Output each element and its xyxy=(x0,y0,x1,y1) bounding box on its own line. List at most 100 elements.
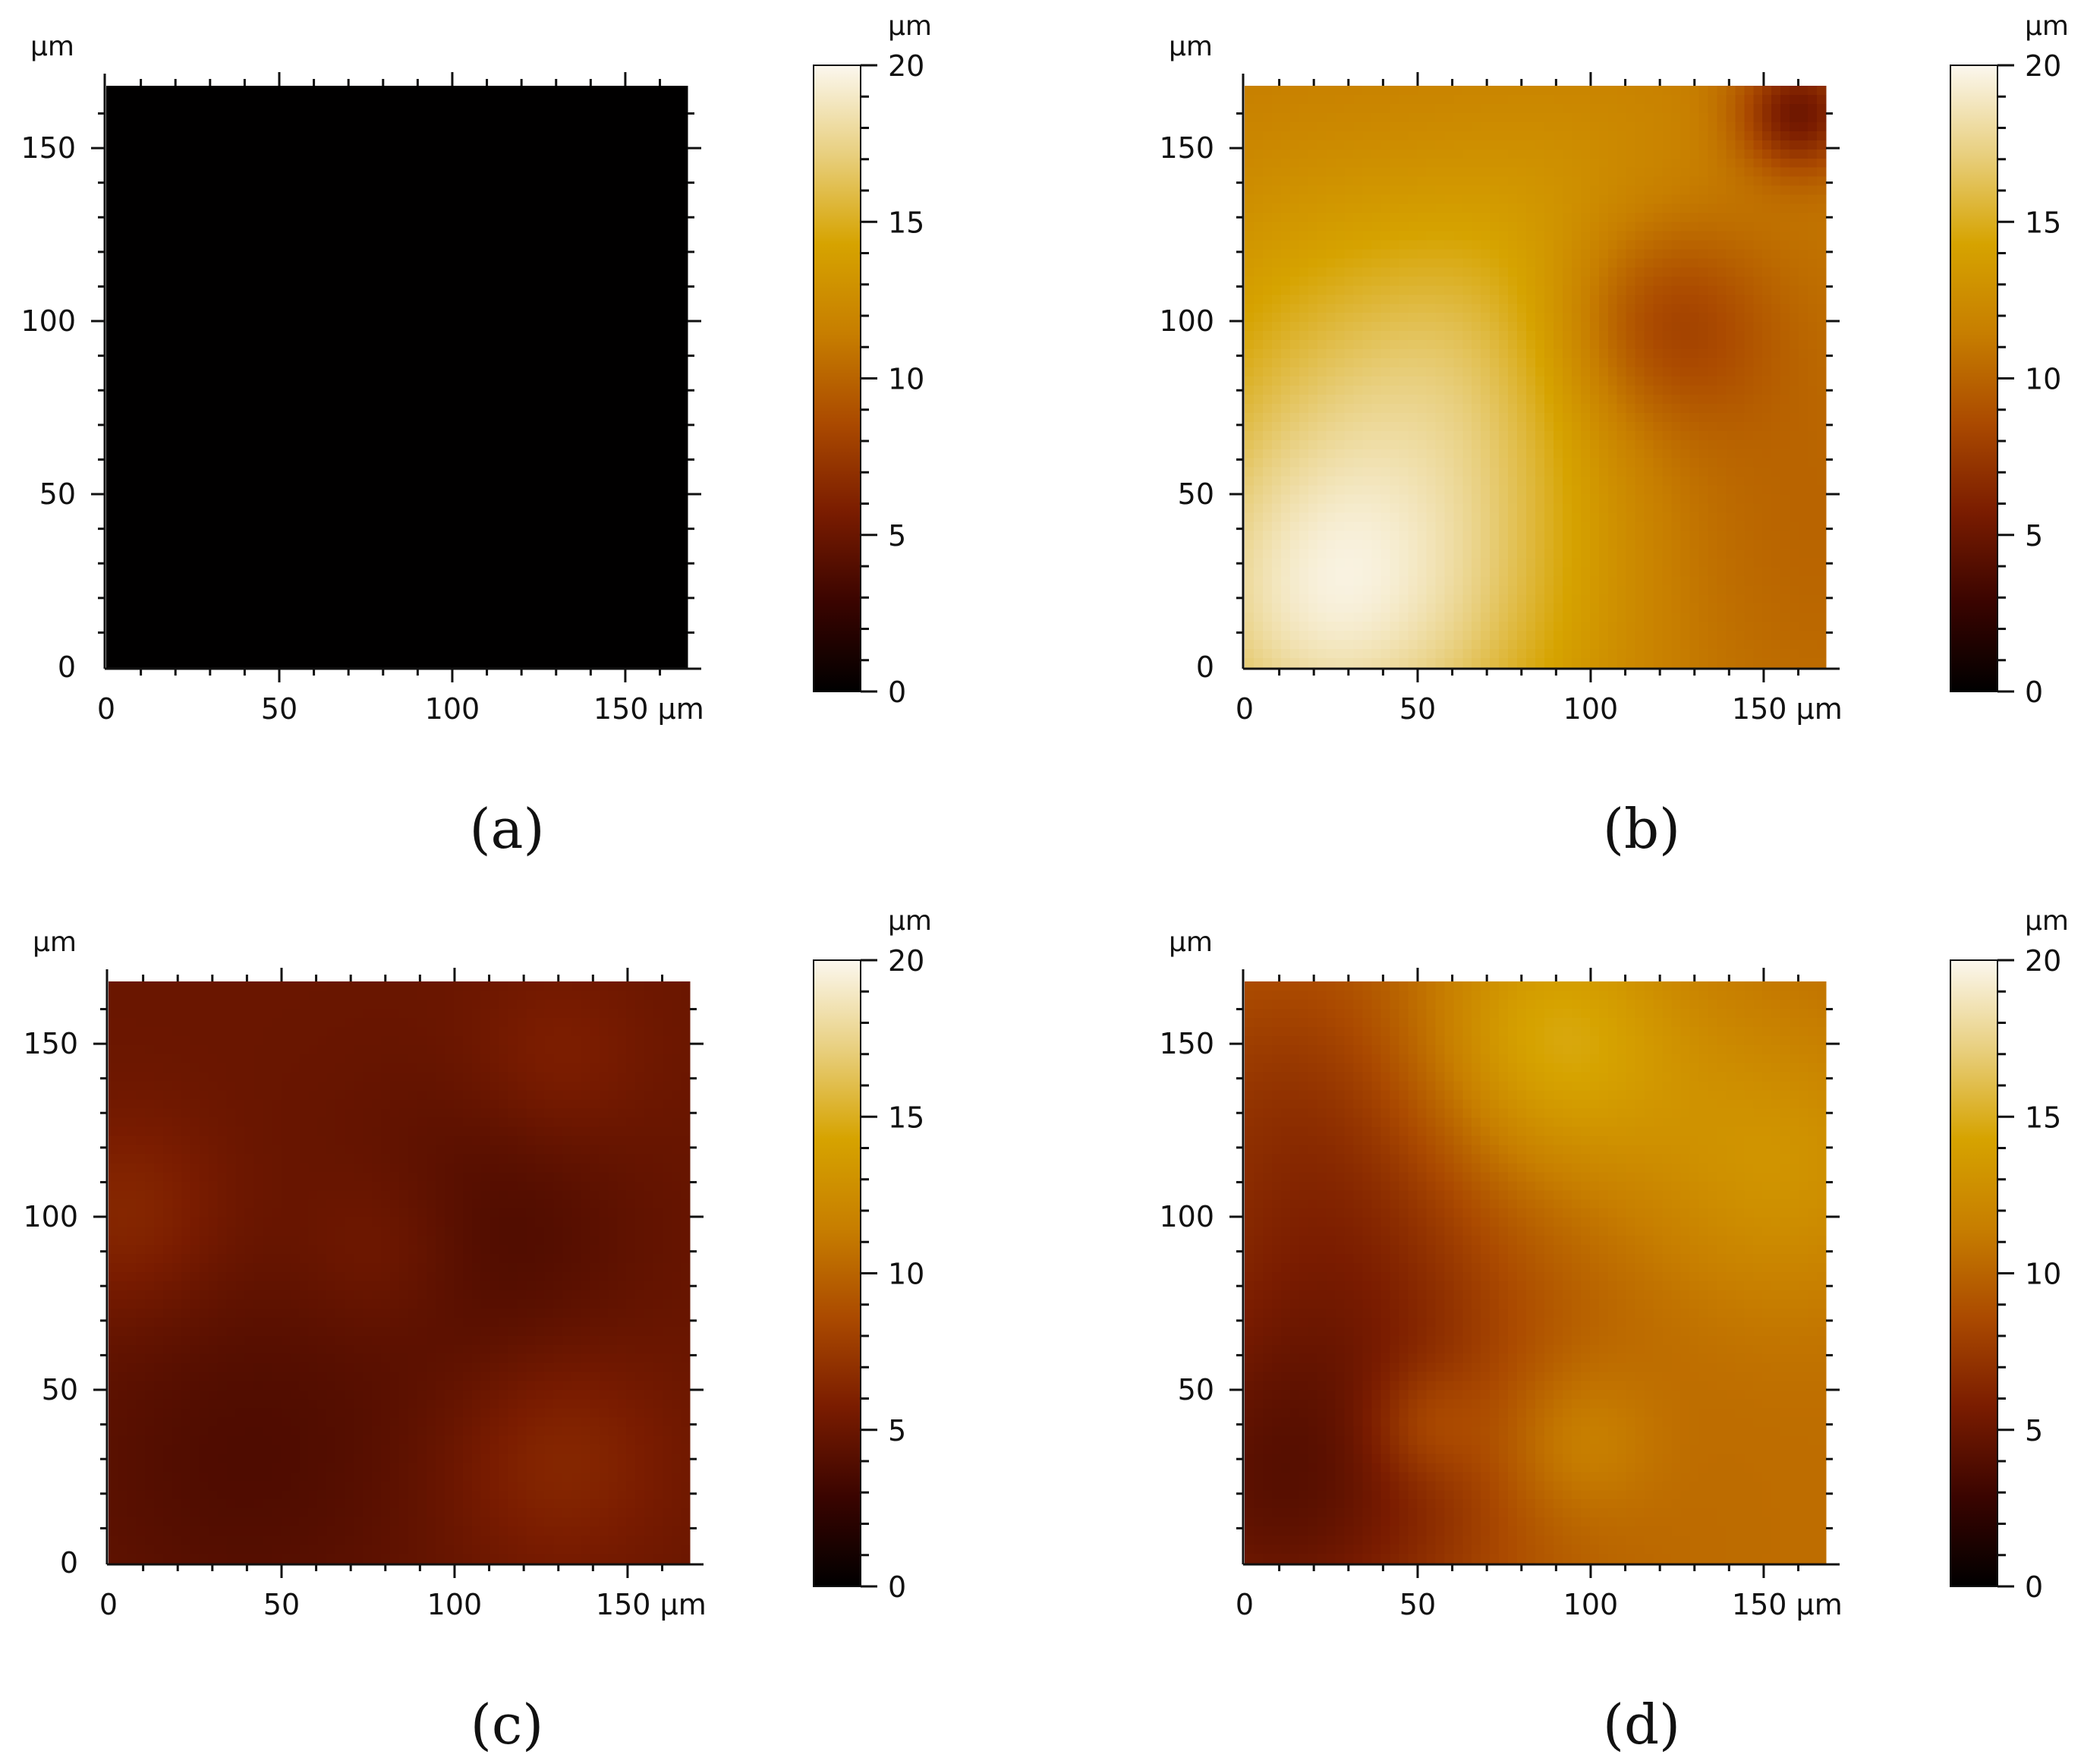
height-cell xyxy=(260,240,271,250)
height-cell xyxy=(669,439,679,450)
height-cell xyxy=(487,403,498,414)
height-cell xyxy=(469,258,480,268)
height-cell xyxy=(260,640,271,650)
height-cell xyxy=(251,503,262,514)
height-cell xyxy=(288,367,297,377)
height-cell xyxy=(1271,86,1282,96)
height-cell xyxy=(423,213,434,223)
height-cell xyxy=(633,276,643,286)
height-cell xyxy=(669,131,679,141)
height-cell xyxy=(451,421,461,432)
height-cell xyxy=(333,594,343,604)
height-cell xyxy=(388,167,398,178)
height-cell xyxy=(460,285,471,295)
height-cell xyxy=(469,585,480,595)
height-cell xyxy=(215,267,225,277)
height-cell xyxy=(1790,176,1799,187)
height-cell xyxy=(242,376,253,386)
height-cell xyxy=(333,258,343,268)
height-cell xyxy=(606,340,615,350)
height-cell xyxy=(606,213,615,223)
height-cell xyxy=(478,403,489,414)
height-cell xyxy=(487,476,498,487)
height-cell xyxy=(460,213,471,223)
height-cell xyxy=(1626,86,1636,96)
height-cell xyxy=(151,349,162,359)
height-cell xyxy=(423,304,434,313)
height-cell xyxy=(215,158,225,169)
height-cell xyxy=(1571,185,1582,196)
height-cell xyxy=(405,430,416,441)
height-cell xyxy=(324,603,334,613)
height-cell xyxy=(487,112,498,123)
height-cell xyxy=(315,658,325,668)
height-cell xyxy=(342,295,352,304)
height-cell xyxy=(651,503,661,514)
height-cell xyxy=(587,603,597,613)
height-cell xyxy=(351,295,361,304)
height-cell xyxy=(505,521,516,532)
height-cell xyxy=(315,585,325,595)
height-cell xyxy=(306,185,316,196)
height-cell xyxy=(496,603,507,613)
height-cell xyxy=(1553,121,1563,132)
height-cell xyxy=(1490,86,1500,96)
height-cell xyxy=(115,567,125,577)
height-cell xyxy=(1362,86,1373,96)
height-cell xyxy=(414,503,425,514)
height-cell xyxy=(242,412,253,423)
height-cell xyxy=(187,222,198,232)
height-cell xyxy=(197,86,207,96)
height-cell xyxy=(388,494,398,505)
height-cell xyxy=(515,476,525,487)
height-cell xyxy=(251,549,262,559)
height-cell xyxy=(224,185,235,196)
height-cell xyxy=(288,403,297,414)
height-cell xyxy=(633,131,643,141)
height-cell xyxy=(505,421,516,432)
height-cell xyxy=(342,149,352,159)
height-cell xyxy=(560,131,571,141)
height-cell xyxy=(569,340,579,350)
height-cell xyxy=(333,295,343,304)
height-cell xyxy=(370,439,379,450)
height-cell xyxy=(551,494,562,505)
height-cell xyxy=(178,631,189,641)
height-cell xyxy=(451,485,461,496)
height-cell xyxy=(1271,149,1282,159)
height-cell xyxy=(496,158,507,169)
height-cell xyxy=(1580,140,1591,150)
height-cell xyxy=(315,476,325,487)
height-cell xyxy=(1426,149,1436,159)
height-cell xyxy=(1762,121,1772,132)
height-cell xyxy=(660,421,670,432)
height-cell xyxy=(642,603,652,613)
height-cell xyxy=(206,258,216,268)
height-cell xyxy=(515,631,525,641)
height-cell xyxy=(151,540,162,550)
height-cell xyxy=(1799,86,1809,96)
height-cell xyxy=(1771,112,1781,123)
height-cell xyxy=(524,121,534,132)
height-cell xyxy=(388,304,398,313)
height-cell xyxy=(360,185,370,196)
height-cell xyxy=(151,449,162,459)
height-cell xyxy=(379,176,389,187)
height-cell xyxy=(197,412,207,423)
height-cell xyxy=(251,358,262,368)
height-cell xyxy=(460,140,471,150)
height-cell xyxy=(388,603,398,613)
height-cell xyxy=(578,194,588,205)
height-cell xyxy=(496,385,507,395)
height-cell xyxy=(660,213,670,223)
height-cell xyxy=(414,531,425,541)
height-cell xyxy=(469,304,480,313)
height-cell xyxy=(678,285,688,295)
height-cell xyxy=(460,376,471,386)
height-cell xyxy=(560,558,571,568)
height-cell xyxy=(142,449,153,459)
height-cell xyxy=(160,649,171,659)
height-cell xyxy=(1353,121,1364,132)
height-cell xyxy=(324,194,334,205)
height-cell xyxy=(1753,167,1763,178)
